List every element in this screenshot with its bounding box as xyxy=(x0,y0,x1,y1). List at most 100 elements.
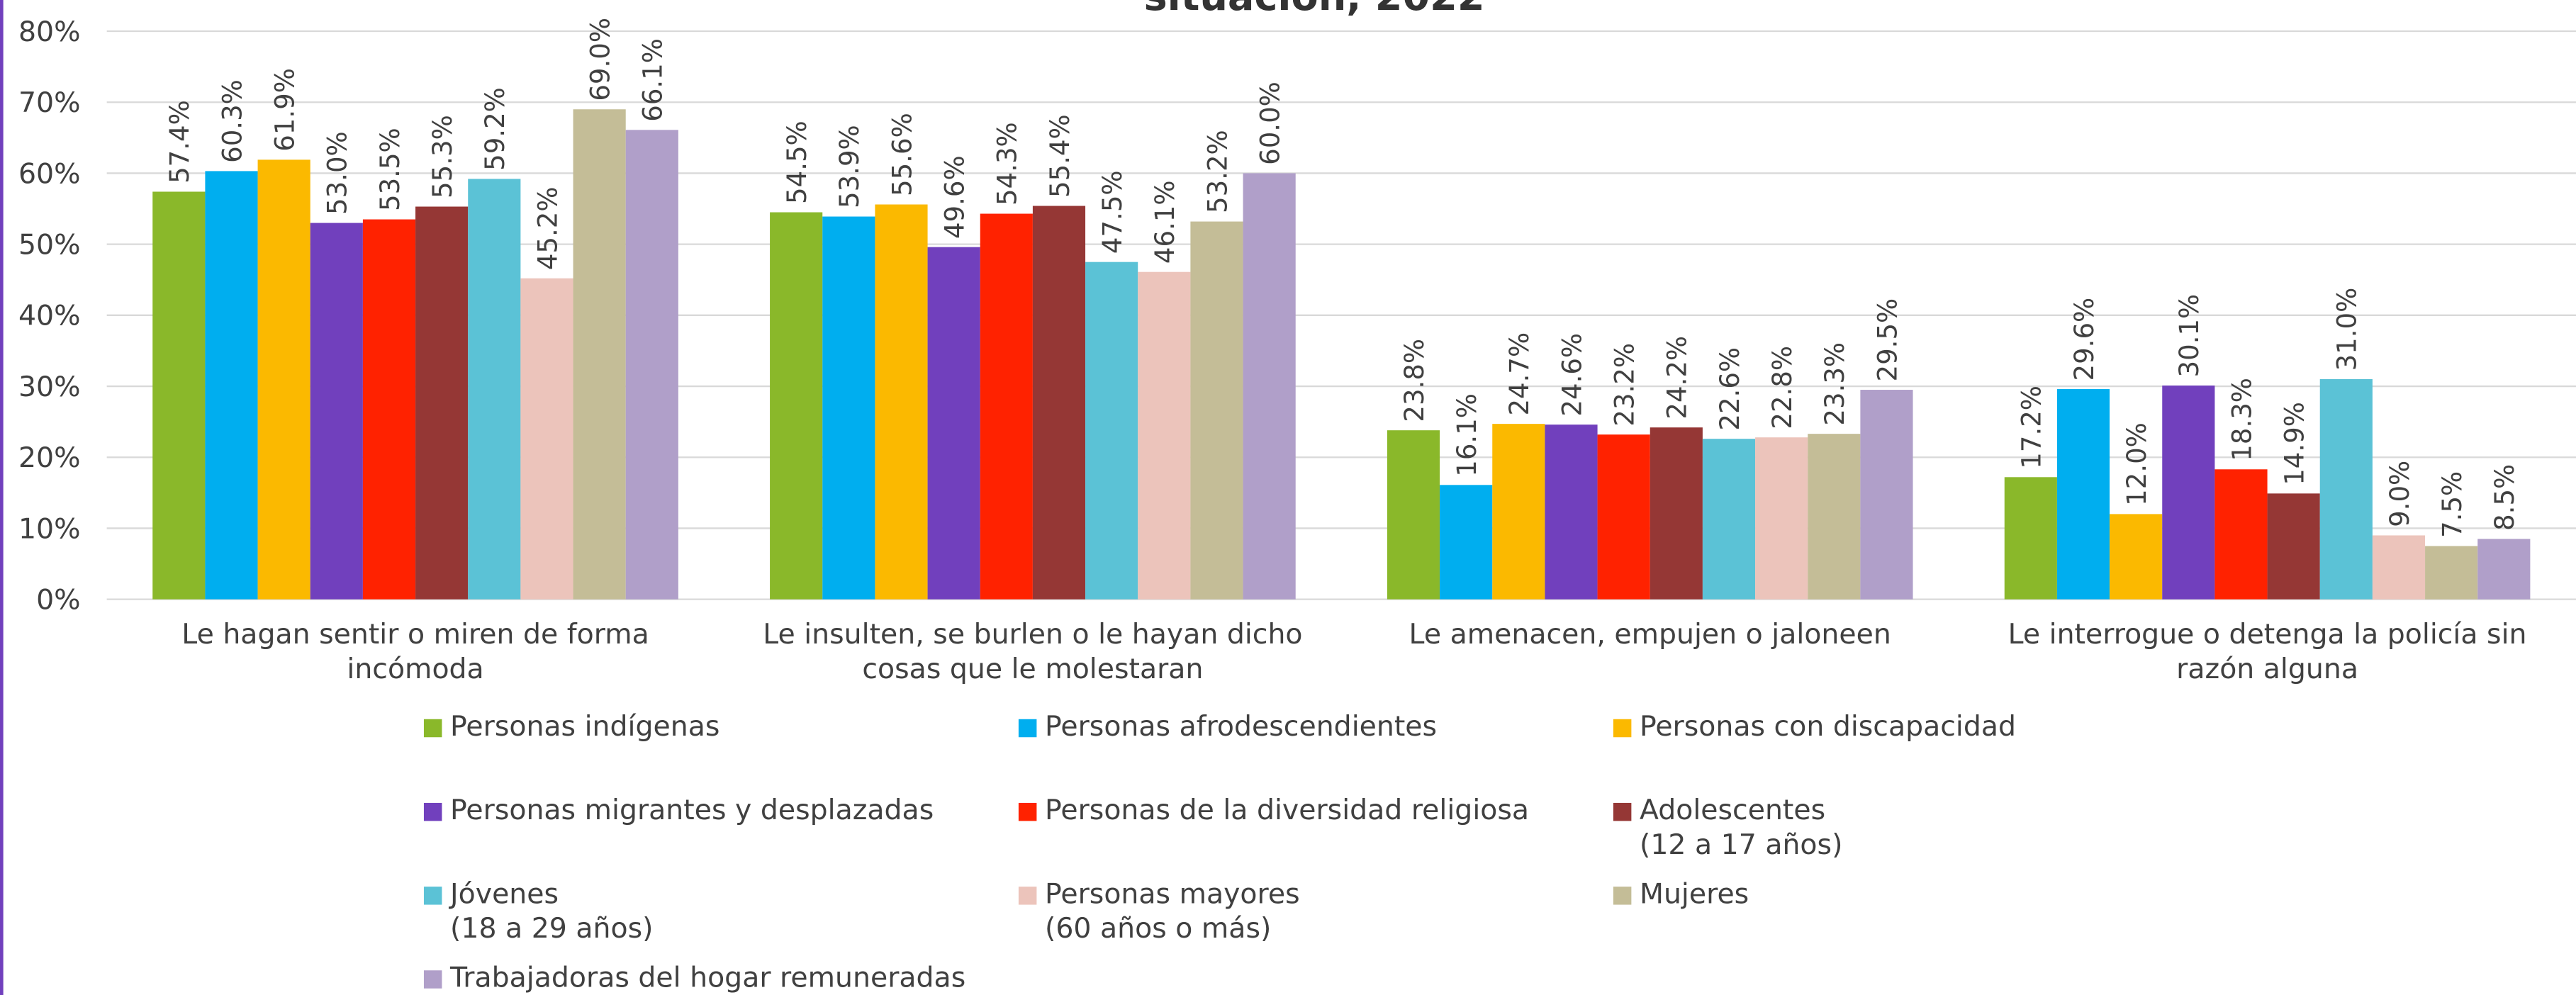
data-label: 17.2% xyxy=(2017,386,2047,469)
bar xyxy=(2267,493,2320,600)
data-label: 18.3% xyxy=(2227,378,2257,461)
bar xyxy=(1138,271,1191,600)
border xyxy=(0,0,4,995)
bar xyxy=(927,247,980,600)
data-label: 59.2% xyxy=(480,87,510,171)
bar xyxy=(770,212,823,600)
legend-item: Personas indígenas xyxy=(423,711,720,746)
data-label: 55.4% xyxy=(1045,114,1075,198)
x-tick-label: Le amenacen, empujen o jaloneen xyxy=(1409,619,1891,652)
bar xyxy=(822,216,875,600)
y-tick-label: 50% xyxy=(18,229,81,262)
bar xyxy=(415,206,469,600)
data-label: 29.5% xyxy=(1872,298,1903,382)
data-label: 53.9% xyxy=(834,125,865,208)
bar xyxy=(468,179,521,600)
legend-label: Adolescentes (12 a 17 años) xyxy=(1639,794,1843,862)
bar xyxy=(1650,427,1703,600)
data-label: 66.1% xyxy=(638,38,668,122)
bar xyxy=(1387,430,1440,600)
bar xyxy=(875,204,928,600)
legend-swatch xyxy=(1613,719,1632,738)
bar xyxy=(310,223,363,600)
legend-label: Personas indígenas xyxy=(450,711,720,744)
data-label: 45.2% xyxy=(532,186,563,270)
data-label: 55.6% xyxy=(887,113,917,196)
data-label: 23.8% xyxy=(1399,339,1430,422)
legend-label: Personas con discapacidad xyxy=(1639,711,2017,744)
data-label: 31.0% xyxy=(2332,288,2363,371)
data-label: 8.5% xyxy=(2490,464,2520,531)
legend-label: Jóvenes (18 a 29 años) xyxy=(450,878,654,946)
bar xyxy=(1755,437,1808,600)
y-tick-label: 60% xyxy=(18,157,81,190)
bar xyxy=(362,219,416,600)
legend-item: Personas migrantes y desplazadas xyxy=(423,794,934,829)
bar xyxy=(205,171,258,600)
legend-item: Trabajadoras del hogar remuneradas xyxy=(423,962,966,995)
data-label: 60.3% xyxy=(217,79,247,163)
bar xyxy=(2162,386,2215,600)
data-label: 57.4% xyxy=(164,100,195,184)
data-label: 24.7% xyxy=(1504,332,1535,416)
data-label: 12.0% xyxy=(2122,422,2152,506)
legend-swatch xyxy=(423,887,442,905)
data-label: 53.2% xyxy=(1202,130,1233,213)
bar xyxy=(1492,424,1545,600)
data-label: 54.5% xyxy=(782,120,812,204)
data-label: 30.1% xyxy=(2174,294,2205,378)
bar xyxy=(1243,173,1296,600)
bar xyxy=(2056,389,2110,600)
legend-item: Personas con discapacidad xyxy=(1613,711,2016,746)
y-tick-label: 10% xyxy=(18,512,81,545)
x-tick-label: Le hagan sentir o miren de forma incómod… xyxy=(181,619,649,687)
data-label: 55.3% xyxy=(427,115,458,198)
data-label: 16.1% xyxy=(1452,393,1482,477)
data-label: 22.6% xyxy=(1715,347,1745,431)
legend-label: Personas afrodescendientes xyxy=(1044,711,1438,744)
data-label: 29.6% xyxy=(2069,298,2100,381)
data-label: 53.5% xyxy=(375,128,405,211)
legend-item: Personas mayores (60 años o más) xyxy=(1018,879,1300,948)
legend-swatch xyxy=(1613,802,1632,821)
legend-swatch xyxy=(1613,887,1632,905)
bar xyxy=(2425,546,2478,600)
legend-label: Personas de la diversidad religiosa xyxy=(1044,794,1530,828)
bar xyxy=(520,278,573,600)
data-label: 54.3% xyxy=(992,122,1023,206)
data-label: 47.5% xyxy=(1097,170,1128,254)
data-label: 61.9% xyxy=(270,68,301,152)
data-label: 23.2% xyxy=(1610,343,1640,427)
data-label: 46.1% xyxy=(1150,180,1180,264)
legend-swatch xyxy=(423,970,442,989)
data-label: 23.3% xyxy=(1820,342,1850,426)
bar xyxy=(1808,434,1861,600)
x-tick-label: Le insulten, se burlen o le hayan dicho … xyxy=(763,619,1303,687)
y-tick-label: 70% xyxy=(18,86,81,119)
x-tick-label: Le interrogue o detenga la policía sin r… xyxy=(2007,619,2527,687)
y-tick-label: 80% xyxy=(18,16,81,48)
legend-item: Personas afrodescendientes xyxy=(1018,711,1438,746)
legend-swatch xyxy=(1018,887,1037,905)
legend-label: Mujeres xyxy=(1639,878,1749,911)
legend-item: Adolescentes (12 a 17 años) xyxy=(1613,794,1843,863)
legend-swatch xyxy=(423,719,442,738)
legend-item: Personas de la diversidad religiosa xyxy=(1018,794,1530,829)
data-label: 49.6% xyxy=(940,155,970,239)
y-tick-label: 30% xyxy=(18,371,81,403)
bar xyxy=(625,130,678,600)
data-label: 7.5% xyxy=(2437,471,2468,538)
legend-label: Personas migrantes y desplazadas xyxy=(450,794,934,828)
legend-swatch xyxy=(423,802,442,821)
data-label: 60.0% xyxy=(1255,81,1286,165)
data-label: 24.6% xyxy=(1557,333,1587,417)
chart-title: situación, 2022 xyxy=(1144,0,1485,20)
data-label: 53.0% xyxy=(323,131,353,215)
bar xyxy=(1860,390,1913,600)
bar xyxy=(2477,539,2531,600)
bar xyxy=(980,213,1033,600)
legend-label: Trabajadoras del hogar remuneradas xyxy=(450,962,966,995)
bar xyxy=(1545,425,1598,600)
